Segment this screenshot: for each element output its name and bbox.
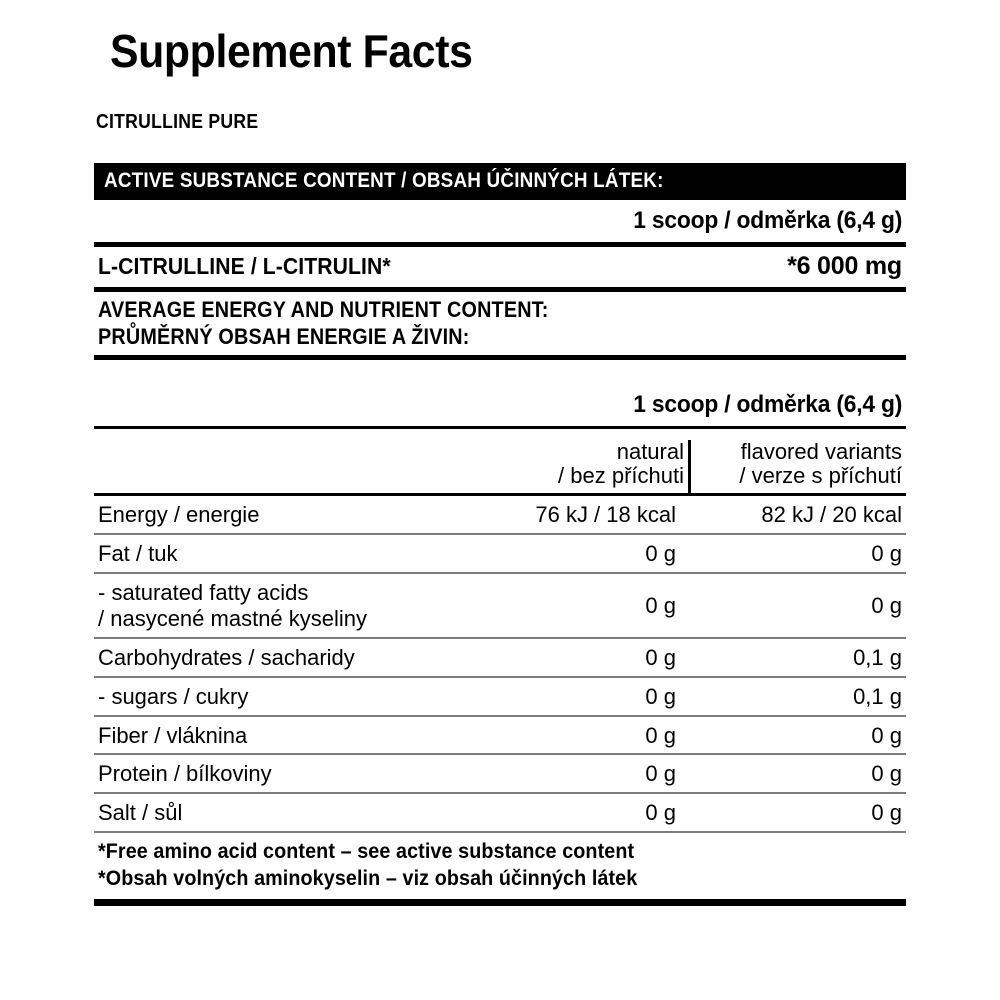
footnotes: *Free amino acid content – see active su…: [94, 833, 906, 899]
table-row: Fiber / vláknina 0 g 0 g: [94, 717, 906, 754]
table-row: Protein / bílkoviny 0 g 0 g: [94, 755, 906, 792]
active-serving-row: 1 scoop / odměrka (6,4 g): [94, 200, 906, 242]
table-row: Fat / tuk 0 g 0 g: [94, 535, 906, 572]
nutrient-value-natural: 0 g: [645, 722, 676, 748]
active-serving-label: 1 scoop / odměrka (6,4 g): [633, 207, 903, 235]
nutrient-value-natural: 0 g: [645, 761, 676, 787]
column-header-natural-line2: / bez příchuti: [558, 463, 684, 489]
average-content-heading-cs: PRŮMĚRNÝ OBSAH ENERGIE A ŽIVIN:: [98, 323, 470, 349]
nutrient-name: Energy / energie: [98, 501, 260, 527]
row-divider: [94, 532, 906, 535]
nutrient-value-natural: 0 g: [645, 644, 676, 670]
nutrient-name: Protein / bílkoviny: [98, 761, 272, 787]
table-row-citrulline: L-CITRULLINE / L-CITRULIN* *6 000 mg: [94, 247, 906, 287]
rule-below-citrulline: [94, 287, 906, 293]
facts-table: ACTIVE SUBSTANCE CONTENT / OBSAH ÚČINNÝC…: [94, 163, 906, 907]
product-name: CITRULLINE PURE: [96, 111, 259, 133]
rule-below-average-heading: [94, 354, 906, 360]
nutrition-column-headers: natural / bez příchuti flavored variants…: [94, 429, 906, 493]
column-header-flavored-line1: flavored variants: [740, 438, 902, 464]
table-row: Carbohydrates / sacharidy 0 g 0,1 g: [94, 639, 906, 676]
bottom-border: [94, 899, 906, 907]
column-header-flavored: flavored variants / verze s příchutí: [688, 438, 906, 493]
nutrition-serving-row: 1 scoop / odměrka (6,4 g): [94, 384, 906, 426]
average-content-heading: AVERAGE ENERGY AND NUTRIENT CONTENT: PRŮ…: [94, 292, 906, 355]
average-content-heading-en: AVERAGE ENERGY AND NUTRIENT CONTENT:: [98, 297, 549, 323]
nutrient-name: - sugars / cukry: [98, 683, 249, 709]
citrulline-value: *6 000 mg: [787, 252, 902, 281]
table-row: - sugars / cukry 0 g 0,1 g: [94, 678, 906, 715]
rule-above-citrulline: [94, 242, 906, 248]
nutrient-value-flavored: 82 kJ / 20 kcal: [761, 501, 902, 527]
column-header-flavored-line2: / verze s příchutí: [739, 463, 902, 489]
column-header-natural-line1: natural: [616, 438, 684, 464]
nutrient-name: - saturated fatty acids / nasycené mastn…: [94, 574, 482, 637]
table-row: - saturated fatty acids / nasycené mastn…: [94, 574, 906, 637]
citrulline-name: L-CITRULLINE / L-CITRULIN*: [98, 253, 391, 280]
column-header-natural: natural / bez příchuti: [498, 438, 688, 493]
table-row: Salt / sůl 0 g 0 g: [94, 794, 906, 831]
nutrient-name: Carbohydrates / sacharidy: [98, 644, 355, 670]
nutrient-value-natural: 0 g: [645, 800, 676, 826]
active-substance-band-label: ACTIVE SUBSTANCE CONTENT / OBSAH ÚČINNÝC…: [104, 169, 664, 192]
spacer-above-nutrition-serving: [94, 360, 906, 384]
nutrient-value-natural: 76 kJ / 18 kcal: [535, 501, 676, 527]
row-divider: [94, 636, 906, 639]
nutrient-value-flavored: 0 g: [871, 761, 902, 787]
active-substance-band: ACTIVE SUBSTANCE CONTENT / OBSAH ÚČINNÝC…: [94, 163, 906, 201]
rule-below-nutrition-serving: [94, 425, 906, 429]
table-row: Energy / energie 76 kJ / 18 kcal 82 kJ /…: [94, 496, 906, 533]
nutrient-value-flavored: 0,1 g: [853, 644, 902, 670]
nutrient-name: Fat / tuk: [98, 540, 178, 566]
row-divider: [94, 831, 906, 834]
nutrient-value-flavored: 0 g: [871, 722, 902, 748]
footnote-en: *Free amino acid content – see active su…: [98, 840, 635, 864]
row-divider: [94, 571, 906, 574]
nutrient-name: Salt / sůl: [98, 800, 183, 826]
nutrient-value-flavored: 0 g: [871, 592, 902, 618]
nutrient-value-flavored: 0 g: [871, 800, 902, 826]
nutrient-name-line1: - saturated fatty acids: [98, 579, 309, 605]
row-divider: [94, 753, 906, 756]
row-divider: [94, 714, 906, 717]
nutrient-value-natural: 0 g: [645, 683, 676, 709]
footnote-cs: *Obsah volných aminokyselin – viz obsah …: [98, 867, 638, 891]
page-title: Supplement Facts: [110, 25, 473, 77]
row-divider: [94, 792, 906, 795]
nutrient-name: Fiber / vláknina: [98, 722, 248, 748]
rule-below-column-headers: [94, 492, 906, 496]
nutrition-serving-label: 1 scoop / odměrka (6,4 g): [633, 390, 903, 418]
nutrient-name-line2: / nasycené mastné kyseliny: [98, 605, 368, 631]
nutrient-value-natural: 0 g: [645, 592, 676, 618]
nutrient-value-flavored: 0 g: [871, 540, 902, 566]
nutrient-value-natural: 0 g: [645, 540, 676, 566]
nutrient-value-flavored: 0,1 g: [853, 683, 902, 709]
row-divider: [94, 675, 906, 678]
